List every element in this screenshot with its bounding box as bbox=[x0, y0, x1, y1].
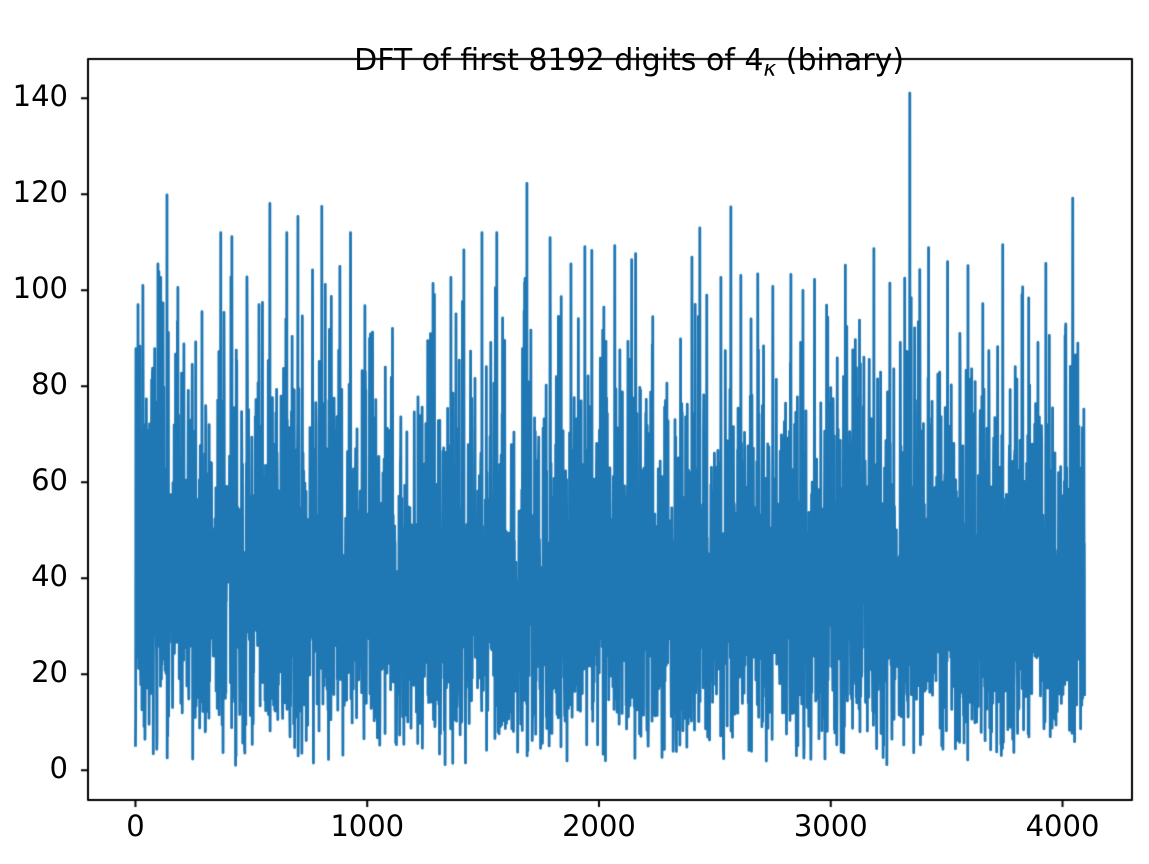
x-tick-label: 0 bbox=[126, 809, 145, 843]
y-tick-label: 60 bbox=[31, 463, 68, 498]
y-tick-label: 80 bbox=[31, 367, 68, 402]
chart-title-suffix: (binary) bbox=[776, 43, 905, 78]
x-tick-label: 2000 bbox=[562, 809, 636, 843]
y-tick-label: 20 bbox=[31, 655, 68, 690]
y-tick-label: 0 bbox=[49, 751, 68, 786]
chart-title-prefix: DFT of first 8192 digits of 4 bbox=[354, 43, 764, 78]
y-tick-label: 120 bbox=[12, 175, 68, 210]
x-tick-label: 4000 bbox=[1025, 809, 1100, 843]
chart-title-subscript: κ bbox=[763, 56, 777, 82]
y-tick-label: 100 bbox=[12, 271, 68, 306]
chart-title: DFT of first 8192 digits of 4κ (binary) bbox=[88, 16, 1132, 114]
x-tick-label: 1000 bbox=[330, 809, 405, 843]
x-tick-label: 3000 bbox=[793, 809, 868, 843]
y-tick-label: 140 bbox=[12, 79, 68, 114]
y-tick-label: 40 bbox=[31, 559, 68, 594]
